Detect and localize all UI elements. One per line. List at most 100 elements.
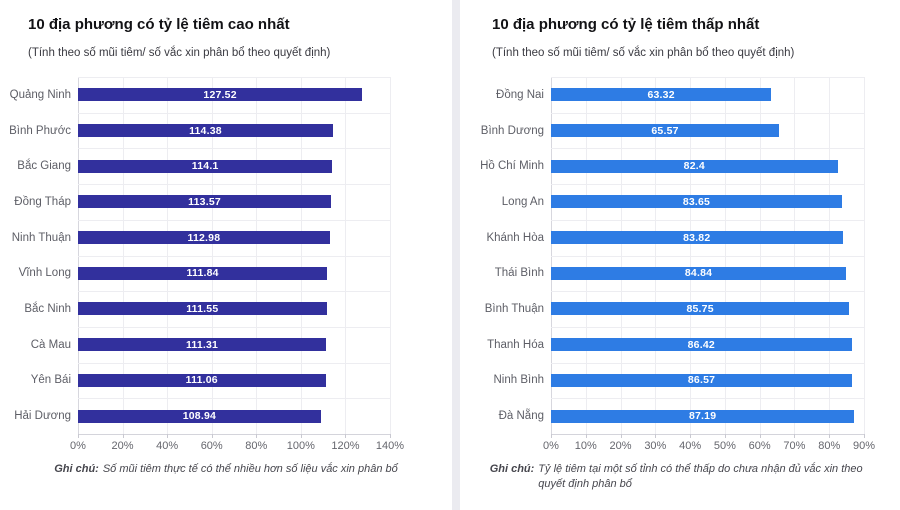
x-tick-mark	[211, 434, 213, 438]
bar: 86.57	[551, 373, 853, 387]
x-tick-label: 40%	[156, 440, 179, 452]
bar-value-label: 111.06	[185, 374, 218, 387]
gridline-horizontal	[551, 398, 864, 400]
note-label: Ghi chú:	[54, 463, 99, 475]
category-label: Yên Bái	[30, 374, 71, 387]
category-label: Bắc Giang	[17, 160, 71, 173]
chart-row: 108.94	[78, 398, 390, 434]
x-tick-label: 100%	[286, 440, 315, 452]
chart-subtitle-lowest: (Tính theo số mũi tiêm/ số vắc xin phân …	[492, 47, 795, 59]
x-tick-mark	[794, 434, 796, 438]
chart-row: 83.65	[551, 184, 864, 220]
category-label: Long An	[501, 195, 544, 208]
chart-title-highest: 10 địa phương có tỷ lệ tiêm cao nhất	[28, 16, 290, 33]
bar: 65.57	[551, 124, 780, 138]
x-tick-label: 40%	[679, 440, 702, 452]
chart-row: 111.31	[78, 327, 390, 363]
bar: 111.06	[78, 373, 326, 387]
gridline-horizontal	[551, 77, 864, 78]
category-label: Ninh Bình	[493, 374, 544, 387]
gridline-horizontal	[78, 112, 390, 114]
category-label: Thanh Hóa	[487, 338, 544, 351]
gridline-vertical	[864, 77, 865, 434]
bar-rows: 127.52 114.38 114.1 113.57 112.98 111.84 111.5…	[78, 77, 390, 434]
gridline-horizontal	[78, 148, 390, 150]
plot-area: 127.52 114.38 114.1 113.57 112.98 111.84 111.5…	[78, 77, 391, 435]
bar: 108.94	[78, 409, 321, 423]
x-tick-label: 30%	[644, 440, 667, 452]
category-label: Đồng Tháp	[14, 195, 71, 208]
chart-body: Quảng Ninh Bình Phước Bắc Giang Đồng Tháp Ni…	[0, 77, 404, 456]
category-label: Đồng Nai	[496, 88, 544, 101]
category-label: Thái Bình	[494, 267, 544, 280]
bar: 85.75	[551, 302, 850, 316]
x-tick-mark	[655, 434, 657, 438]
gridline-horizontal	[78, 184, 390, 186]
gridline-horizontal	[551, 326, 864, 328]
category-label: Ninh Thuận	[11, 231, 71, 244]
x-tick-label: 50%	[713, 440, 736, 452]
chart-row: 83.82	[551, 220, 864, 256]
plot-wrap: 127.52 114.38 114.1 113.57 112.98 111.84 111.5…	[70, 77, 404, 456]
category-axis: Quảng Ninh Bình Phước Bắc Giang Đồng Tháp Ni…	[0, 77, 78, 456]
category-label: Hải Dương	[14, 410, 71, 423]
category-label: Khánh Hòa	[486, 231, 544, 244]
category-label: Quảng Ninh	[9, 88, 71, 101]
x-tick-mark	[300, 434, 302, 438]
chart-row: 63.32	[551, 77, 864, 113]
category-label: Bình Dương	[480, 124, 544, 137]
gridline-horizontal	[551, 219, 864, 221]
gridline-horizontal	[551, 112, 864, 114]
x-tick-mark	[690, 434, 692, 438]
x-tick-label: 10%	[574, 440, 597, 452]
chart-row: 114.1	[78, 148, 390, 184]
chart-row: 114.38	[78, 113, 390, 149]
bar-value-label: 111.55	[186, 302, 219, 315]
x-tick-mark	[390, 434, 391, 438]
bar: 83.82	[551, 231, 843, 245]
x-tick-mark	[256, 434, 258, 438]
bar: 86.42	[551, 338, 852, 352]
chart-row: 111.06	[78, 363, 390, 399]
note-text: Tỷ lệ tiêm tại một số tỉnh có thể thấp d…	[538, 463, 863, 490]
chart-row: 84.84	[551, 255, 864, 291]
bar-value-label: 85.75	[686, 302, 714, 315]
bar: 114.38	[78, 124, 333, 138]
x-tick-label: 0%	[70, 440, 86, 452]
bar: 111.31	[78, 338, 327, 352]
x-tick-mark	[724, 434, 726, 438]
chart-row: 85.75	[551, 291, 864, 327]
bar: 113.57	[78, 195, 332, 209]
gridline-horizontal	[551, 148, 864, 150]
x-tick-label: 20%	[609, 440, 632, 452]
x-tick-label: 20%	[111, 440, 134, 452]
category-label: Bắc Ninh	[24, 302, 71, 315]
gridline-vertical	[390, 77, 391, 434]
x-tick-label: 140%	[375, 440, 405, 452]
gridline-horizontal	[551, 184, 864, 186]
chart-title-lowest: 10 địa phương có tỷ lệ tiêm thấp nhất	[492, 16, 760, 33]
bar-value-label: 111.84	[186, 267, 219, 280]
bar-value-label: 63.32	[647, 88, 675, 101]
chart-note-lowest: Ghi chú: Tỷ lệ tiêm tại một số tỉnh có t…	[460, 462, 900, 492]
category-label: Bình Thuận	[484, 302, 544, 315]
bar: 127.52	[78, 88, 363, 102]
chart-subtitle-highest: (Tính theo số mũi tiêm/ số vắc xin phân …	[28, 47, 331, 59]
bar: 114.1	[78, 159, 333, 173]
gridline-horizontal	[551, 362, 864, 364]
chart-row: 86.42	[551, 327, 864, 363]
x-tick-mark	[620, 434, 622, 438]
chart-row: 86.57	[551, 363, 864, 399]
category-label: Bình Phước	[9, 124, 71, 137]
gridline-horizontal	[78, 398, 390, 400]
gridline-horizontal	[78, 291, 390, 293]
bar-rows: 63.32 65.57 82.4 83.65 83.82 84.84 85.75 86.42 8…	[551, 77, 864, 434]
gridline-horizontal	[78, 255, 390, 257]
chart-panel-highest: 10 địa phương có tỷ lệ tiêm cao nhất (Tí…	[0, 16, 404, 475]
gridline-horizontal	[551, 434, 864, 435]
x-tick-label: 70%	[783, 440, 806, 452]
bar: 111.84	[78, 266, 328, 280]
x-tick-label: 0%	[543, 440, 559, 452]
category-axis: Đồng Nai Bình Dương Hồ Chí Minh Long An Khán…	[460, 77, 551, 456]
chart-panel-lowest: 10 địa phương có tỷ lệ tiêm thấp nhất (T…	[460, 0, 900, 510]
